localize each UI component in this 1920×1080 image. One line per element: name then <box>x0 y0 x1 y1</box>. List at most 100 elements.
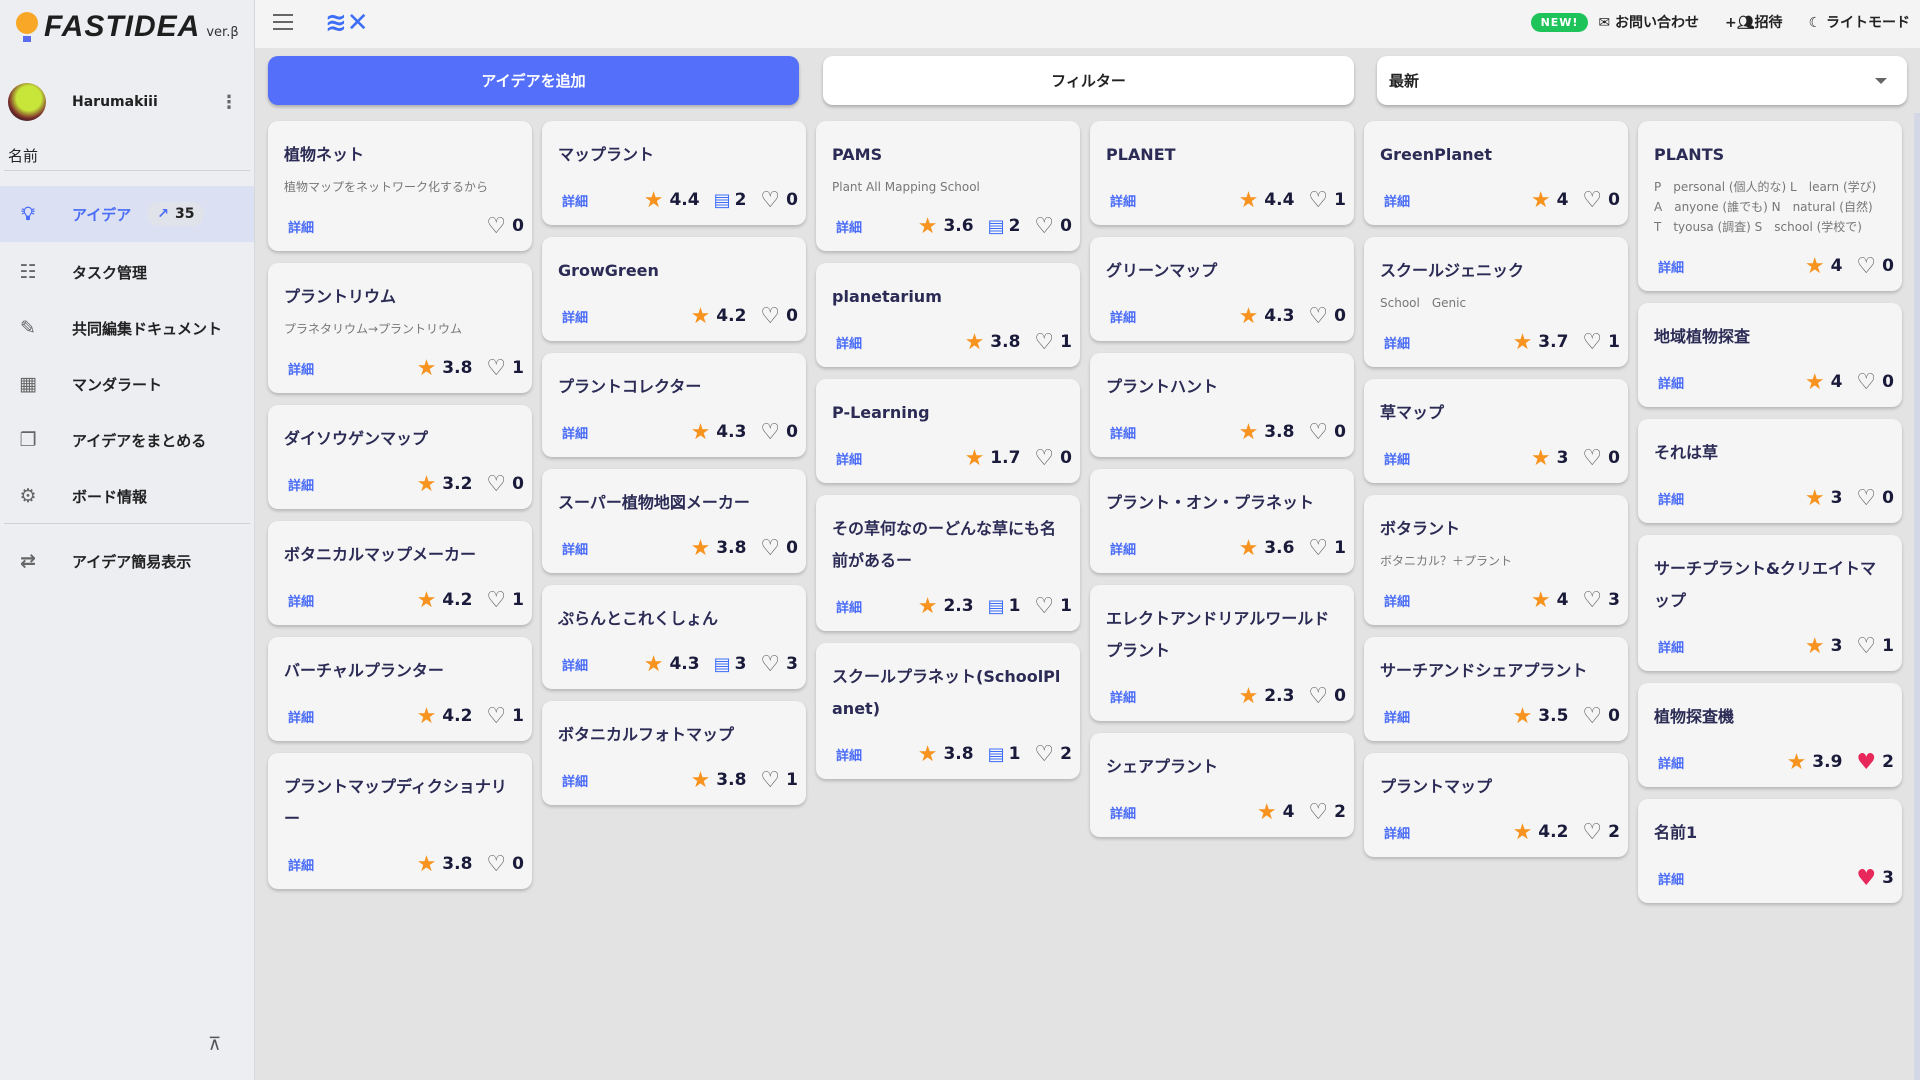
detail-link[interactable]: 詳細 <box>1110 806 1137 822</box>
detail-link[interactable]: 詳細 <box>562 774 589 790</box>
heart-icon[interactable]: ♡ <box>1582 819 1603 845</box>
detail-link[interactable]: 詳細 <box>1384 452 1411 468</box>
idea-card[interactable]: エレクトアンドリアルワールドプラント 詳細 ★ 2.3 ♡ 0 <box>1090 585 1354 721</box>
heart-icon[interactable]: ♡ <box>1856 369 1877 395</box>
heart-icon[interactable]: ♡ <box>1582 445 1603 471</box>
idea-card[interactable]: GrowGreen 詳細 ★ 4.2 ♡ 0 <box>542 237 806 341</box>
idea-card[interactable]: バーチャルプランター 詳細 ★ 4.2 ♡ 1 <box>268 637 532 741</box>
comment-icon[interactable]: ▤ <box>987 215 1005 237</box>
heart-icon[interactable]: ♡ <box>1308 535 1329 561</box>
heart-icon[interactable]: ♡ <box>486 703 507 729</box>
idea-card[interactable]: 地域植物探査 詳細 ★ 4 ♡ 0 <box>1638 303 1902 407</box>
detail-link[interactable]: 詳細 <box>1384 710 1411 726</box>
idea-card[interactable]: PAMS Plant All Mapping School 詳細 ★ 3.6 ▤ 2 ♡ 0 <box>816 121 1080 251</box>
heart-icon[interactable]: ♡ <box>760 303 781 329</box>
heart-icon[interactable]: ♡ <box>1582 703 1603 729</box>
heart-icon[interactable]: ♡ <box>1856 633 1877 659</box>
idea-card[interactable]: ボタニカルフォトマップ 詳細 ★ 3.8 ♡ 1 <box>542 701 806 805</box>
sidebar-item-simple-view[interactable]: ⇄ アイデア簡易表示 <box>0 533 254 589</box>
detail-link[interactable]: 詳細 <box>562 310 589 326</box>
avatar[interactable] <box>8 83 46 121</box>
detail-link[interactable]: 詳細 <box>1384 826 1411 842</box>
idea-card[interactable]: プラントハント 詳細 ★ 3.8 ♡ 0 <box>1090 353 1354 457</box>
detail-link[interactable]: 詳細 <box>1658 260 1685 276</box>
contact-button[interactable]: ✉ お問い合わせ <box>1598 12 1699 32</box>
heart-icon[interactable]: ♡ <box>1034 445 1055 471</box>
detail-link[interactable]: 詳細 <box>1658 492 1685 508</box>
heart-icon[interactable]: ♥ <box>1856 749 1877 775</box>
detail-link[interactable]: 詳細 <box>836 600 863 616</box>
idea-card[interactable]: 植物ネット 植物マップをネットワーク化するから 詳細 ♡ 0 <box>268 121 532 251</box>
idea-card[interactable]: サーチアンドシェアプラント 詳細 ★ 3.5 ♡ 0 <box>1364 637 1628 741</box>
detail-link[interactable]: 詳細 <box>836 748 863 764</box>
idea-card[interactable]: ダイソウゲンマップ 詳細 ★ 3.2 ♡ 0 <box>268 405 532 509</box>
detail-link[interactable]: 詳細 <box>1384 336 1411 352</box>
detail-link[interactable]: 詳細 <box>288 858 315 874</box>
idea-card[interactable]: 草マップ 詳細 ★ 3 ♡ 0 <box>1364 379 1628 483</box>
heart-icon[interactable]: ♡ <box>1582 187 1603 213</box>
idea-card[interactable]: 植物探査機 詳細 ★ 3.9 ♥ 2 <box>1638 683 1902 787</box>
detail-link[interactable]: 詳細 <box>562 542 589 558</box>
heart-icon[interactable]: ♡ <box>1308 187 1329 213</box>
heart-icon[interactable]: ♡ <box>1582 329 1603 355</box>
idea-card[interactable]: 名前1 詳細 ♥ 3 <box>1638 799 1902 903</box>
heart-icon[interactable]: ♡ <box>1308 303 1329 329</box>
heart-icon[interactable]: ♡ <box>1034 593 1055 619</box>
heart-icon[interactable]: ♡ <box>760 419 781 445</box>
comment-icon[interactable]: ▤ <box>713 653 731 675</box>
idea-card[interactable]: スクールプラネット(SchoolPlanet) 詳細 ★ 3.8 ▤ 1 ♡ 2 <box>816 643 1080 779</box>
idea-card[interactable]: その草何なのーどんな草にも名前があるー 詳細 ★ 2.3 ▤ 1 ♡ 1 <box>816 495 1080 631</box>
idea-card[interactable]: GreenPlanet 詳細 ★ 4 ♡ 0 <box>1364 121 1628 225</box>
detail-link[interactable]: 詳細 <box>1110 194 1137 210</box>
detail-link[interactable]: 詳細 <box>288 710 315 726</box>
detail-link[interactable]: 詳細 <box>288 594 315 610</box>
detail-link[interactable]: 詳細 <box>1384 594 1411 610</box>
heart-icon[interactable]: ♡ <box>486 471 507 497</box>
detail-link[interactable]: 詳細 <box>1110 690 1137 706</box>
heart-icon[interactable]: ♡ <box>760 535 781 561</box>
sidebar-item-board-info[interactable]: ⚙ ボード情報 <box>0 468 254 524</box>
idea-card[interactable]: それは草 詳細 ★ 3 ♡ 0 <box>1638 419 1902 523</box>
heart-icon[interactable]: ♡ <box>1034 329 1055 355</box>
idea-card[interactable]: プラントコレクター 詳細 ★ 4.3 ♡ 0 <box>542 353 806 457</box>
app-logo[interactable]: FASTIDEA ver.β <box>10 10 239 44</box>
heart-icon[interactable]: ♡ <box>1856 485 1877 511</box>
scrollbar[interactable] <box>1914 113 1920 1080</box>
idea-card[interactable]: ボタニカルマップメーカー 詳細 ★ 4.2 ♡ 1 <box>268 521 532 625</box>
idea-card[interactable]: PLANET 詳細 ★ 4.4 ♡ 1 <box>1090 121 1354 225</box>
sidebar-item-tasks[interactable]: ☷ タスク管理 <box>0 244 254 300</box>
heart-icon[interactable]: ♡ <box>1308 683 1329 709</box>
detail-link[interactable]: 詳細 <box>836 336 863 352</box>
idea-card[interactable]: ぷらんとこれくしょん 詳細 ★ 4.3 ▤ 3 ♡ 3 <box>542 585 806 689</box>
heart-icon[interactable]: ♡ <box>486 851 507 877</box>
comment-icon[interactable]: ▤ <box>987 743 1005 765</box>
heart-icon[interactable]: ♡ <box>760 767 781 793</box>
idea-card[interactable]: マップラント 詳細 ★ 4.4 ▤ 2 ♡ 0 <box>542 121 806 225</box>
idea-card[interactable]: プラントマップディクショナリー 詳細 ★ 3.8 ♡ 0 <box>268 753 532 889</box>
detail-link[interactable]: 詳細 <box>1110 542 1137 558</box>
sort-select[interactable]: 最新 <box>1377 56 1907 105</box>
heart-icon[interactable]: ♡ <box>1308 799 1329 825</box>
idea-card[interactable]: プラントリウム プラネタリウム→プラントリウム 詳細 ★ 3.8 ♡ 1 <box>268 263 532 393</box>
idea-card[interactable]: サーチプラント&クリエイトマップ 詳細 ★ 3 ♡ 1 <box>1638 535 1902 671</box>
heart-icon[interactable]: ♡ <box>760 651 781 677</box>
idea-card[interactable]: プラントマップ 詳細 ★ 4.2 ♡ 2 <box>1364 753 1628 857</box>
heart-icon[interactable]: ♡ <box>486 213 507 239</box>
sidebar-item-mandalart[interactable]: ▦ マンダラート <box>0 356 254 412</box>
pin-off-icon[interactable]: ⊼ <box>208 1034 222 1055</box>
detail-link[interactable]: 詳細 <box>836 452 863 468</box>
heart-icon[interactable]: ♡ <box>1308 419 1329 445</box>
heart-icon[interactable]: ♡ <box>1856 253 1877 279</box>
idea-card[interactable]: P-Learning 詳細 ★ 1.7 ♡ 0 <box>816 379 1080 483</box>
heart-icon[interactable]: ♡ <box>1582 587 1603 613</box>
detail-link[interactable]: 詳細 <box>288 362 315 378</box>
idea-card[interactable]: PLANTS P personal (個人的な) L learn (学び) A a… <box>1638 121 1902 291</box>
detail-link[interactable]: 詳細 <box>288 220 315 236</box>
detail-link[interactable]: 詳細 <box>562 658 589 674</box>
sidebar-item-docs[interactable]: ✎ 共同編集ドキュメント <box>0 300 254 356</box>
detail-link[interactable]: 詳細 <box>562 194 589 210</box>
detail-link[interactable]: 詳細 <box>1110 310 1137 326</box>
filter-button[interactable]: フィルター <box>823 56 1354 105</box>
heart-icon[interactable]: ♥ <box>1856 865 1877 891</box>
heart-icon[interactable]: ♡ <box>486 587 507 613</box>
